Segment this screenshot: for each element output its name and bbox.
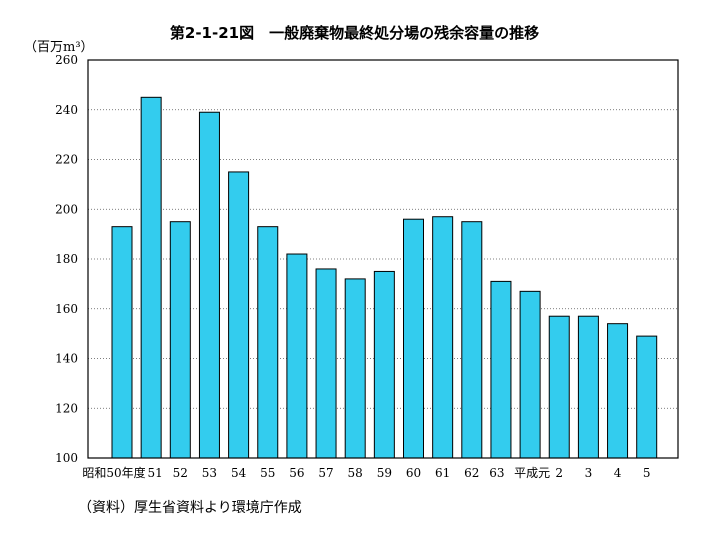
bar <box>140 96 162 459</box>
x-tick-label: 4 <box>614 466 622 480</box>
x-tick-label: 59 <box>377 466 392 480</box>
bar <box>490 280 512 459</box>
bar <box>257 226 279 459</box>
bar <box>519 290 541 459</box>
bar <box>198 111 220 459</box>
x-tick-label: 61 <box>435 466 450 480</box>
x-tick-label: 5 <box>643 466 651 480</box>
x-tick-labels: 昭和50年度 51 52 53 54 55 56 57 58 59 60 61 62 63 平成元 2 3 4 5 <box>82 465 650 480</box>
x-tick-label: 2 <box>555 466 563 480</box>
bar <box>607 323 629 459</box>
x-tick-label: 57 <box>318 466 333 480</box>
bar <box>548 315 570 459</box>
bar <box>344 278 366 459</box>
y-tick-label: 100 <box>55 451 78 465</box>
bar <box>373 270 395 459</box>
bar <box>228 171 250 459</box>
x-tick-label: 60 <box>406 466 421 480</box>
x-tick-label: 平成元 <box>514 466 550 480</box>
bar <box>286 253 308 459</box>
bar <box>169 221 191 459</box>
x-tick-label: 62 <box>464 466 479 480</box>
y-tick-label: 120 <box>55 401 78 415</box>
chart-title: 第2-1-21図 一般廃棄物最終処分場の残余容量の推移 <box>169 24 540 42</box>
y-tick-label: 260 <box>55 53 78 67</box>
y-tick-label: 180 <box>55 252 78 266</box>
y-tick-label: 200 <box>55 202 78 216</box>
y-axis-unit-label: （百万m³） <box>24 40 94 55</box>
bar <box>461 221 483 459</box>
bars <box>111 96 658 459</box>
x-tick-label: 昭和50年度 <box>82 465 145 480</box>
x-tick-label: 3 <box>585 466 593 480</box>
x-tick-label: 58 <box>348 466 363 480</box>
y-tick-labels: 100 120 140 160 180 200 220 240 260 <box>55 53 78 465</box>
bar <box>636 335 658 459</box>
bar <box>432 216 454 459</box>
x-tick-label: 51 <box>148 466 163 480</box>
bar <box>577 315 599 459</box>
x-tick-label: 63 <box>489 466 504 480</box>
bar <box>111 226 133 459</box>
source-note: （資料）厚生省資料より環境庁作成 <box>78 500 302 516</box>
y-tick-label: 160 <box>55 302 78 316</box>
plot-frame <box>87 59 679 459</box>
bar <box>315 268 337 459</box>
x-tick-label: 54 <box>231 466 247 480</box>
x-tick-label: 52 <box>173 466 188 480</box>
y-tick-label: 140 <box>55 352 78 366</box>
x-tick-label: 55 <box>260 466 275 480</box>
x-tick-label: 53 <box>202 466 217 480</box>
x-tick-label: 56 <box>289 466 304 480</box>
bar <box>403 218 424 459</box>
y-tick-label: 220 <box>55 153 78 167</box>
y-tick-label: 240 <box>55 103 78 117</box>
